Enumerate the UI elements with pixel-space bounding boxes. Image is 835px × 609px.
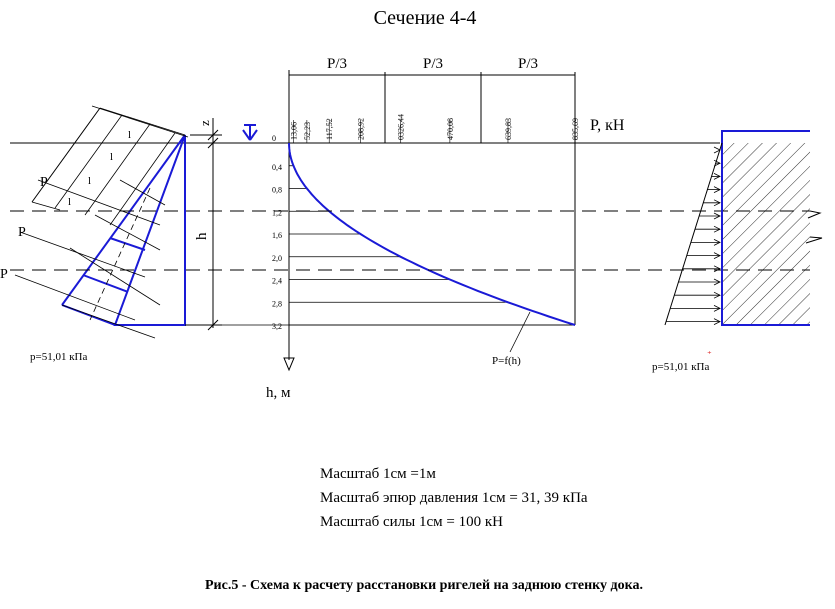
rotated-strip-edge: [61, 134, 186, 306]
left-pressure-diagram: P P P l l l l p=51,01 кПа: [0, 105, 189, 363]
depth-tick-label: 0,4: [272, 163, 282, 172]
l-label-2: l: [88, 175, 91, 187]
force-curve: [288, 142, 576, 326]
scale-note-3: Масштаб силы 1см = 100 кН: [320, 514, 503, 530]
force-arrow-3: [14, 274, 136, 321]
depth-tick-label: 2,4: [272, 277, 282, 286]
force-tick-label: 13,06: [289, 122, 298, 140]
depth-tick-label: 2,0: [272, 254, 282, 263]
depth-tick-label: 0: [272, 134, 276, 143]
right-pressure-label: p=51,01 кПа: [652, 361, 709, 373]
height-dimension: z h: [185, 118, 222, 331]
scale-note-1: Масштаб 1см =1м: [320, 466, 436, 482]
arrow-head-icon: [713, 278, 721, 286]
arrow-head-icon: [713, 291, 721, 299]
h-label: h: [194, 232, 210, 240]
curve-label: P=f(h): [492, 355, 521, 367]
rotated-strip-band-2: [82, 274, 129, 293]
force-tick-label: 639,83: [504, 118, 513, 140]
depth-tick-label: 3,2: [272, 322, 282, 331]
force-tick-label: 0326,44: [397, 114, 406, 140]
right-epure-edge: [664, 142, 723, 326]
p-label-1: P: [40, 175, 48, 190]
force-tick-label: 52,23: [303, 122, 312, 140]
left-pressure-label: p=51,01 кПа: [30, 351, 87, 363]
wall-outline: [721, 130, 810, 326]
force-tick-label: 470,08: [446, 118, 455, 140]
segment-label-3: P/3: [518, 56, 538, 72]
z-label: z: [197, 120, 212, 126]
depth-tick-label: 1,6: [272, 231, 282, 240]
depth-tick-labels: 0 0,4 0,8 1,2 1,6 2,0 2,4 2,8 3,2: [272, 134, 282, 331]
depth-axis-arrow-icon: [283, 357, 295, 372]
depth-axis-label: h, м: [266, 385, 291, 401]
figure-caption: Рис.5 - Схема к расчету расстановки риге…: [205, 578, 643, 593]
arrow-head-icon: [713, 173, 721, 180]
water-level-icon: [242, 124, 258, 141]
force-arrow-1: [37, 179, 161, 226]
segment-label-2: P/3: [423, 56, 443, 72]
depth-tick-label: 2,8: [272, 299, 282, 308]
l-label-4: l: [128, 129, 131, 141]
arrow-head-icon: [713, 146, 721, 154]
arrow-head-icon: [713, 265, 721, 273]
force-tick-label: 117,52: [325, 118, 334, 140]
force-depth-chart: h, м P, кН P/3 P/3 P/3 13,06 52,23 117,52 2…: [222, 56, 625, 401]
depth-tick-label: 1,2: [272, 208, 282, 217]
l-label-3: l: [110, 151, 113, 163]
section-title: Сечение 4-4: [374, 7, 477, 29]
arrow-head-icon: [713, 252, 721, 259]
arrow-head-icon: [713, 186, 721, 193]
pressure-triangle: [113, 134, 186, 326]
wall-hatch: [722, 143, 810, 325]
arrow-head-icon: [713, 159, 721, 167]
force-axis-label: P, кН: [590, 117, 625, 134]
arrow-head-icon: [713, 225, 721, 233]
arrow-head-icon: [713, 212, 721, 220]
scale-notes: Масштаб 1см =1м Масштаб эпюр давления 1с…: [320, 462, 588, 534]
force-tick-label: 208,92: [356, 118, 365, 140]
arrow-head-icon: [713, 318, 721, 325]
arrow-head-icon: [713, 199, 721, 207]
arrow-head-icon: [713, 239, 721, 246]
rotated-strip-band-1: [109, 237, 146, 251]
marker-star-icon: ⁺: [707, 349, 712, 359]
depth-tick-label: 0,8: [272, 186, 282, 195]
curve-leader: [509, 311, 531, 353]
force-tick-label: 835,69: [571, 118, 580, 140]
segment-label-1: P/3: [327, 56, 347, 72]
p-label-3: P: [0, 267, 8, 282]
l-label-1: l: [68, 196, 71, 208]
force-tick-labels: 13,06 52,23 117,52 208,92 0326,44 470,08 639,8…: [289, 114, 580, 143]
p-label-2: P: [18, 225, 26, 240]
arrow-head-icon: [713, 305, 721, 312]
right-pressure-diagram: p=51,01 кПа ⁺: [652, 130, 823, 373]
right-pressure-arrows: [666, 146, 721, 325]
scale-note-2: Масштаб эпюр давления 1см = 31, 39 кПа: [320, 490, 588, 506]
